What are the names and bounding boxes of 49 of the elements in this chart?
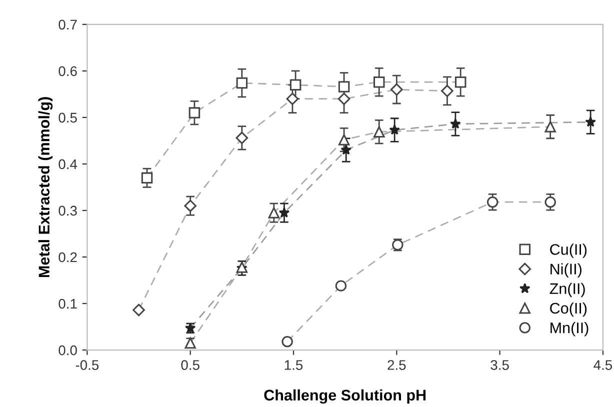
x-tick-label: 4.5 <box>594 360 612 370</box>
y-tick-label: 0.4 <box>58 159 78 170</box>
y-tick-label: 0.7 <box>58 20 77 30</box>
point <box>141 172 153 184</box>
point <box>389 124 400 135</box>
point <box>338 81 350 92</box>
x-tick-label: 0.5 <box>181 360 200 370</box>
point <box>188 107 200 118</box>
point <box>441 84 454 98</box>
point <box>184 200 197 212</box>
y-axis-title: Metal Extracted (mmol/g) <box>38 97 53 278</box>
x-axis-title: Challenge Solution pH <box>264 389 426 404</box>
legend-label: Ni(II) <box>550 263 582 278</box>
point <box>286 92 299 106</box>
y-tick-label: 0.3 <box>58 206 77 216</box>
legend-label: Cu(II) <box>550 244 587 258</box>
point <box>338 134 350 146</box>
y-tick-label: 0.5 <box>58 112 77 123</box>
point <box>268 207 280 218</box>
point <box>486 196 498 208</box>
point <box>236 77 248 89</box>
point <box>454 76 466 88</box>
y-tick-label: 0.0 <box>58 345 77 356</box>
point <box>390 83 403 96</box>
x-tick-label: 2.5 <box>388 360 406 370</box>
point <box>290 79 302 91</box>
point <box>450 118 461 129</box>
point <box>373 126 385 138</box>
point <box>373 76 385 88</box>
point <box>544 121 556 132</box>
legend-label: Zn(II) <box>550 282 585 298</box>
x-tick-label: 3.5 <box>490 360 509 370</box>
y-tick-label: 0.6 <box>58 66 77 76</box>
point <box>335 280 347 292</box>
point <box>184 337 196 349</box>
point <box>236 132 248 144</box>
point <box>338 92 350 106</box>
y-tick-label: 0.2 <box>58 252 77 262</box>
point <box>282 336 293 348</box>
point <box>132 304 145 316</box>
point <box>278 207 290 218</box>
point <box>340 144 352 155</box>
x-tick-label: 1.5 <box>284 360 303 370</box>
point <box>585 116 596 127</box>
point <box>544 196 556 208</box>
y-tick-label: 0.1 <box>58 298 77 309</box>
legend-label: Mn(II) <box>550 322 588 336</box>
legend-label: Co(II) <box>550 302 587 317</box>
x-tick-label: -0.5 <box>76 360 99 370</box>
